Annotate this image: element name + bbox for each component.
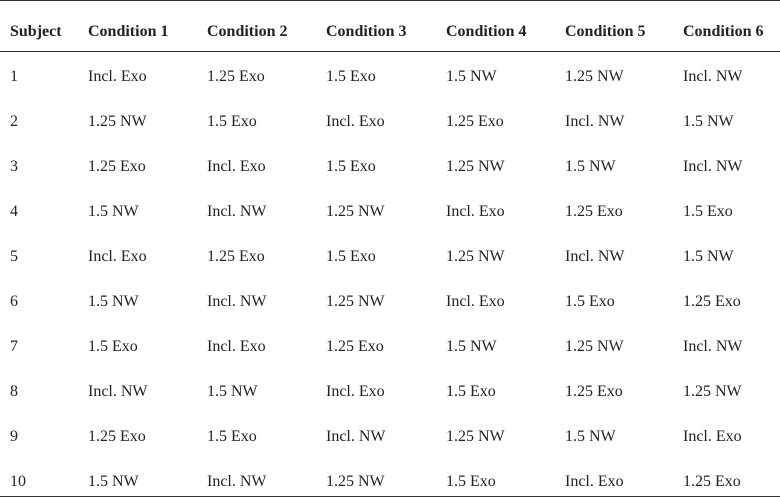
- header-cell: Condition 2: [207, 23, 288, 40]
- table-cell: 3: [10, 158, 18, 175]
- table-cell: 1.25 NW: [326, 203, 385, 220]
- header-cell: Subject: [10, 23, 62, 40]
- table-cell: 1.5 NW: [565, 428, 616, 445]
- table-cell: Incl. NW: [326, 428, 386, 445]
- top-rule: [0, 0, 780, 1]
- table-cell: Incl. Exo: [326, 113, 385, 130]
- table-cell: 1.25 NW: [446, 248, 505, 265]
- table-cell: Incl. NW: [207, 473, 267, 490]
- table-cell: 1.5 NW: [446, 338, 497, 355]
- header-cell: Condition 5: [565, 23, 646, 40]
- bottom-rule: [0, 496, 780, 497]
- table-cell: Incl. Exo: [683, 428, 742, 445]
- header-cell: Condition 4: [446, 23, 527, 40]
- table-cell: 1.25 NW: [565, 338, 624, 355]
- table-cell: Incl. Exo: [446, 203, 505, 220]
- table-cell: Incl. NW: [207, 203, 267, 220]
- table-cell: 1.5 Exo: [207, 428, 257, 445]
- table-cell: 1.5 Exo: [88, 338, 138, 355]
- table-cell: 1.5 NW: [683, 248, 734, 265]
- table-cell: 1.25 Exo: [88, 158, 146, 175]
- table-cell: 1.5 NW: [565, 158, 616, 175]
- table-cell: 1.5 Exo: [326, 68, 376, 85]
- table-cell: 1.5 NW: [88, 473, 139, 490]
- table-cell: 7: [10, 338, 18, 355]
- table-cell: 1.25 Exo: [683, 473, 741, 490]
- table-cell: 1.25 Exo: [565, 383, 623, 400]
- table-cell: 1.25 NW: [326, 473, 385, 490]
- table-cell: 1.5 Exo: [207, 113, 257, 130]
- header-cell: Condition 6: [683, 23, 764, 40]
- table-cell: 1.25 Exo: [446, 113, 504, 130]
- table-cell: Incl. Exo: [88, 248, 147, 265]
- table-cell: 1.5 Exo: [326, 158, 376, 175]
- table-cell: 1.5 Exo: [683, 203, 733, 220]
- table-cell: 1.5 NW: [88, 203, 139, 220]
- header-cell: Condition 1: [88, 23, 169, 40]
- table-cell: 5: [10, 248, 18, 265]
- table-cell: 4: [10, 203, 18, 220]
- table-cell: 1.25 Exo: [326, 338, 384, 355]
- table-cell: 1.25 NW: [683, 383, 742, 400]
- table-cell: 1.5 Exo: [446, 473, 496, 490]
- table-cell: 1.25 NW: [446, 428, 505, 445]
- table-cell: 1.5 NW: [446, 68, 497, 85]
- table-cell: Incl. NW: [565, 113, 625, 130]
- header-cell: Condition 3: [326, 23, 407, 40]
- table-cell: Incl. Exo: [446, 293, 505, 310]
- table-cell: 1.5 NW: [683, 113, 734, 130]
- table-cell: 1.25 Exo: [565, 203, 623, 220]
- table-cell: 10: [10, 473, 26, 490]
- table-cell: Incl. NW: [207, 293, 267, 310]
- table-cell: 1.5 NW: [207, 383, 258, 400]
- table-cell: 1.25 Exo: [207, 248, 265, 265]
- table-cell: 1.25 NW: [565, 68, 624, 85]
- table-cell: 1.25 NW: [88, 113, 147, 130]
- table-cell: 1.25 Exo: [207, 68, 265, 85]
- table-cell: 1.25 Exo: [88, 428, 146, 445]
- table-cell: Incl. Exo: [207, 158, 266, 175]
- table-cell: Incl. Exo: [88, 68, 147, 85]
- table-cell: 1.25 Exo: [683, 293, 741, 310]
- table-cell: Incl. NW: [683, 158, 743, 175]
- table-cell: 1: [10, 68, 18, 85]
- table-cell: 1.5 NW: [88, 293, 139, 310]
- table-cell: Incl. Exo: [326, 383, 385, 400]
- table-cell: 1.5 Exo: [565, 293, 615, 310]
- table-cell: 1.5 Exo: [446, 383, 496, 400]
- table-cell: 6: [10, 293, 18, 310]
- table-cell: Incl. NW: [683, 68, 743, 85]
- header-rule: [0, 51, 780, 52]
- table-cell: 1.5 Exo: [326, 248, 376, 265]
- table-cell: Incl. NW: [565, 248, 625, 265]
- table-cell: 8: [10, 383, 18, 400]
- table-cell: Incl. NW: [88, 383, 148, 400]
- table-cell: 2: [10, 113, 18, 130]
- table-cell: 1.25 NW: [326, 293, 385, 310]
- table-cell: Incl. NW: [683, 338, 743, 355]
- table-cell: 1.25 NW: [446, 158, 505, 175]
- table-cell: 9: [10, 428, 18, 445]
- table-cell: Incl. Exo: [207, 338, 266, 355]
- table-cell: Incl. Exo: [565, 473, 624, 490]
